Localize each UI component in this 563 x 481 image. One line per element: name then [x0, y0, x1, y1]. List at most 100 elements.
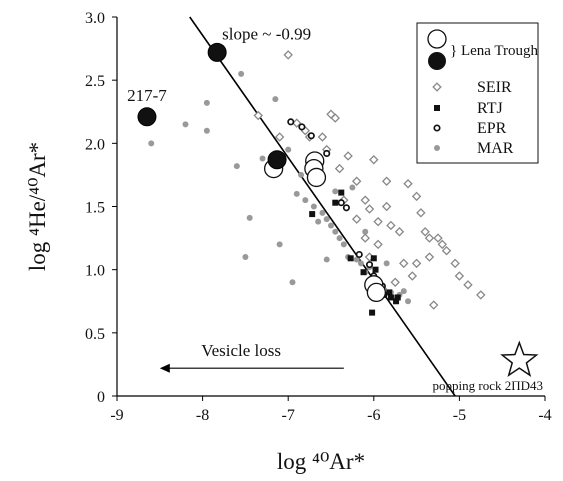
annotation-layer: slope ~ -0.99 217-7 Vesicle loss popping ro…	[127, 24, 543, 393]
y-tick-label: 1.0	[85, 263, 105, 280]
seir-point	[476, 290, 486, 300]
seir-point	[424, 233, 435, 243]
rtj-point	[338, 189, 345, 196]
mar-point	[182, 121, 189, 128]
x-tick-label: -8	[196, 407, 209, 424]
seir-point	[463, 280, 473, 290]
legend-rtj-marker	[434, 105, 440, 111]
mar-point	[315, 218, 322, 225]
seir-point	[373, 216, 383, 227]
mar-point	[285, 146, 292, 153]
rtj-point	[394, 294, 401, 301]
y-axis-label: log ⁴He/⁴⁰Ar*	[25, 142, 50, 271]
seir-point	[437, 239, 447, 250]
lena-trough-filled-point	[267, 150, 287, 170]
seir-point	[360, 233, 370, 243]
rtj-point	[370, 255, 377, 262]
mar-point	[246, 214, 253, 221]
rtj-point	[393, 298, 400, 305]
seir-point	[253, 110, 263, 121]
mar-point	[276, 241, 283, 248]
epr-point	[355, 250, 363, 259]
mar-point	[289, 279, 296, 286]
mar-point	[203, 127, 210, 134]
legend-lena-trough-label: } Lena Trough	[450, 43, 539, 59]
x-tick-label: -5	[453, 407, 466, 424]
seir-point	[317, 132, 328, 142]
seir-point	[386, 220, 396, 231]
seir-point	[411, 191, 422, 202]
mar-point	[302, 197, 309, 204]
vesicle-loss-label: Vesicle loss	[201, 341, 281, 360]
seir-point	[399, 258, 409, 269]
mar-point	[310, 203, 317, 210]
seir-point	[394, 227, 405, 237]
legend-open-circle	[427, 29, 447, 49]
mar-point	[238, 70, 245, 77]
mar-point	[332, 188, 339, 195]
popping-rock-label: popping rock 2ΠD43	[433, 378, 544, 393]
mar-point	[259, 155, 266, 162]
mar-point	[272, 96, 279, 103]
epr-point	[323, 149, 331, 157]
y-tick-label: 0	[97, 389, 105, 406]
seir-point	[454, 271, 465, 281]
x-tick-label: -7	[282, 407, 295, 424]
mar-point	[298, 171, 305, 178]
seir-point	[334, 163, 345, 174]
epr-point	[337, 199, 345, 207]
seir-point	[407, 271, 418, 281]
mar-point	[319, 209, 326, 216]
mar-point	[405, 298, 412, 305]
seir-point	[416, 208, 426, 218]
mar-point	[353, 256, 360, 263]
mar-point	[383, 260, 390, 267]
seir-point	[450, 258, 460, 269]
lena-trough-filled-point	[137, 107, 157, 127]
mar-point	[233, 163, 240, 170]
seir-point	[411, 258, 422, 269]
legend-seir-label: SEIR	[477, 79, 512, 96]
seir-point	[390, 277, 400, 288]
lena-trough-open-point	[306, 167, 327, 188]
seir-point	[274, 132, 285, 142]
sample-217-7-label: 217-7	[127, 86, 167, 105]
epr-point	[342, 204, 350, 212]
y-tick-label: 0.5	[85, 326, 105, 343]
legend-epr-label: EPR	[477, 120, 507, 137]
vesicle-loss-arrow-head	[159, 363, 170, 373]
seir-point	[403, 179, 413, 189]
axes-layer: -9 -8 -7 -6 -5 -4 0 0.5 1.0 1.5 2.0 2.5 3.0 log ⁴⁰Ar*…	[25, 10, 552, 474]
seir-point	[364, 204, 375, 214]
seir-point	[420, 227, 430, 237]
rtj-point	[387, 294, 394, 301]
lena-trough-filled-point	[207, 42, 227, 62]
lena-trough-open-point	[366, 282, 387, 303]
rtj-point	[347, 255, 354, 262]
mar-point	[362, 228, 369, 235]
legend-seir-marker	[432, 82, 442, 92]
trend-line	[189, 16, 456, 397]
seir-point	[381, 201, 392, 212]
points-layer	[137, 42, 486, 316]
rtj-point	[360, 269, 367, 276]
mar-point	[336, 235, 343, 242]
mar-point	[293, 190, 300, 197]
legend-epr-marker	[433, 124, 441, 132]
legend-mar-marker	[434, 145, 440, 151]
epr-point	[298, 123, 306, 131]
mar-point	[203, 99, 210, 106]
slope-annotation: slope ~ -0.99	[222, 24, 311, 43]
seir-point	[343, 151, 353, 161]
epr-point	[287, 118, 295, 126]
x-tick-label: -6	[367, 407, 380, 424]
y-tick-label: 1.5	[85, 200, 105, 217]
seir-point	[424, 252, 435, 262]
seir-point	[433, 233, 443, 243]
seir-point	[351, 214, 362, 224]
legend-mar-label: MAR	[477, 140, 514, 157]
seir-point	[381, 176, 392, 186]
mar-point	[148, 140, 155, 147]
x-tick-label: -9	[110, 407, 123, 424]
